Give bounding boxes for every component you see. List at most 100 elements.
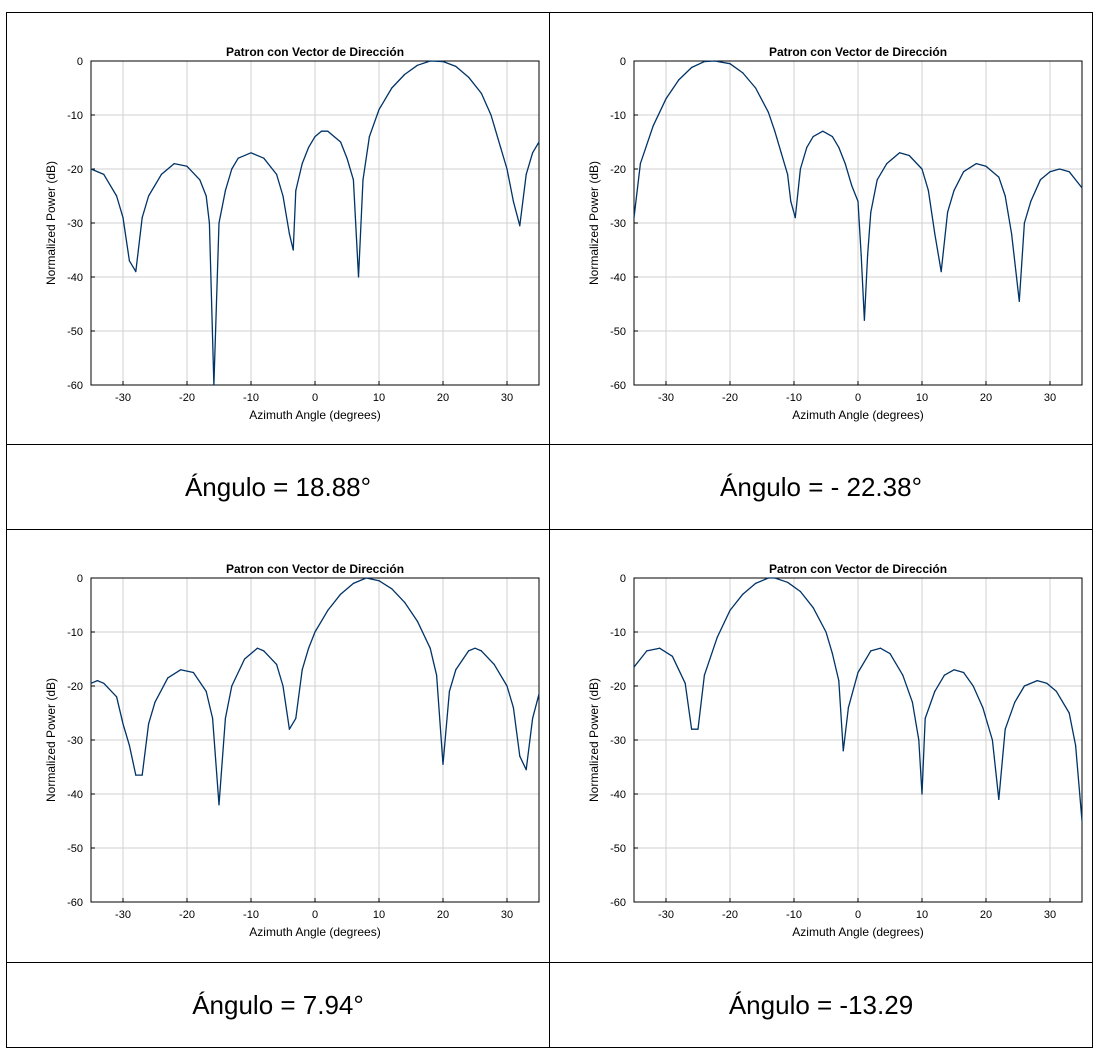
data-point xyxy=(998,799,1000,801)
figure-table: -30 -20 -10 0 10 20 30 0 -10 -20 -30 -40 -50 -60 Patro… xyxy=(6,11,1093,1049)
data-point xyxy=(493,664,495,666)
data-point xyxy=(116,195,118,197)
data-point xyxy=(998,176,1000,178)
data-point xyxy=(340,141,342,143)
chart-2: -30 -20 -10 0 10 20 30 0 -10 -20 -30 -40 -50 -60 Patro… xyxy=(587,45,1083,422)
data-point xyxy=(141,774,143,777)
data-point xyxy=(416,621,418,623)
data-point xyxy=(320,130,322,132)
data-point xyxy=(167,677,169,679)
x-tick-label: -20 xyxy=(179,392,195,404)
data-point xyxy=(416,64,418,66)
plot-frame xyxy=(633,60,1083,386)
data-point xyxy=(327,610,329,612)
y-tick-label: 0 xyxy=(77,56,83,68)
data-point xyxy=(288,729,290,731)
data-point xyxy=(1049,171,1051,173)
data-point xyxy=(378,580,380,582)
data-point xyxy=(831,653,833,655)
data-point xyxy=(391,87,393,89)
data-point xyxy=(160,173,162,175)
data-point xyxy=(506,168,508,170)
data-point xyxy=(1055,691,1057,693)
y-tick-label: -40 xyxy=(610,789,626,801)
data-point xyxy=(867,254,869,256)
data-point xyxy=(116,696,118,698)
x-tick-label: 10 xyxy=(373,392,385,404)
data-point xyxy=(1014,702,1016,704)
data-point xyxy=(1039,179,1041,181)
data-point xyxy=(357,276,360,278)
data-point xyxy=(1011,233,1013,235)
data-point xyxy=(490,114,492,116)
data-point xyxy=(1023,222,1025,224)
data-point xyxy=(192,672,194,674)
data-point xyxy=(468,650,470,652)
data-point xyxy=(729,63,731,65)
data-point xyxy=(231,168,233,170)
y-tick-label: -10 xyxy=(67,110,83,122)
data-point xyxy=(799,591,801,593)
y-tick-label: 0 xyxy=(620,56,626,68)
data-point xyxy=(633,666,635,669)
data-point xyxy=(122,217,124,219)
data-point xyxy=(886,163,888,165)
data-point xyxy=(633,217,635,219)
x-tick-label: 30 xyxy=(1044,909,1056,921)
x-tick-label: 20 xyxy=(437,392,449,404)
data-point xyxy=(716,637,718,639)
data-point xyxy=(1081,820,1083,823)
data-point xyxy=(213,384,215,386)
data-point xyxy=(963,672,965,674)
x-tick-label: -10 xyxy=(786,392,802,404)
data-point xyxy=(639,163,641,165)
x-tick-label: -10 xyxy=(243,909,259,921)
data-point xyxy=(806,146,808,148)
data-point xyxy=(263,157,265,159)
data-point xyxy=(314,136,316,138)
data-point xyxy=(436,675,438,677)
x-tick-label: -10 xyxy=(243,392,259,404)
y-tick-label: -20 xyxy=(610,164,626,176)
data-point xyxy=(365,577,367,580)
data-point xyxy=(468,76,470,78)
data-point xyxy=(368,136,370,138)
caption-cell-2: Ángulo = - 22.38° xyxy=(549,444,1093,531)
data-point xyxy=(538,141,540,143)
x-tick-label: 10 xyxy=(916,909,928,921)
data-point xyxy=(851,184,853,186)
y-tick-label: -50 xyxy=(67,843,83,855)
y-tick-label: -50 xyxy=(610,843,626,855)
data-point xyxy=(103,173,105,175)
data-point xyxy=(1030,200,1032,202)
plot-cell-1: -30 -20 -10 0 10 20 30 0 -10 -20 -30 -40 -50 -60 Patro… xyxy=(6,11,550,446)
data-point xyxy=(391,588,393,590)
data-point xyxy=(697,729,699,731)
data-point xyxy=(224,718,226,720)
data-point xyxy=(237,157,239,159)
y-tick-label: -10 xyxy=(610,110,626,122)
data-point xyxy=(838,680,840,682)
y-tick-label: -20 xyxy=(67,681,83,693)
data-point xyxy=(1023,685,1025,688)
data-point xyxy=(924,718,926,720)
x-axis-label: Azimuth Angle (degrees) xyxy=(249,925,380,939)
data-point xyxy=(308,648,310,650)
data-point xyxy=(927,190,929,192)
data-point xyxy=(103,683,105,685)
chart-title: Patron con Vector de Dirección xyxy=(769,562,947,576)
data-point xyxy=(1004,195,1006,197)
data-point xyxy=(911,702,913,704)
data-point xyxy=(429,648,431,650)
x-tick-label: -20 xyxy=(722,392,738,404)
data-point xyxy=(870,650,872,652)
data-point xyxy=(729,610,731,612)
y-axis-label: Normalized Power (dB) xyxy=(44,161,58,285)
x-tick-label: 30 xyxy=(501,392,513,404)
data-point xyxy=(532,152,534,154)
x-tick-label: -10 xyxy=(786,909,802,921)
data-point xyxy=(879,648,881,650)
caption-3: Ángulo = 7.94° xyxy=(192,989,364,1020)
data-point xyxy=(857,200,859,202)
data-point xyxy=(455,669,457,671)
